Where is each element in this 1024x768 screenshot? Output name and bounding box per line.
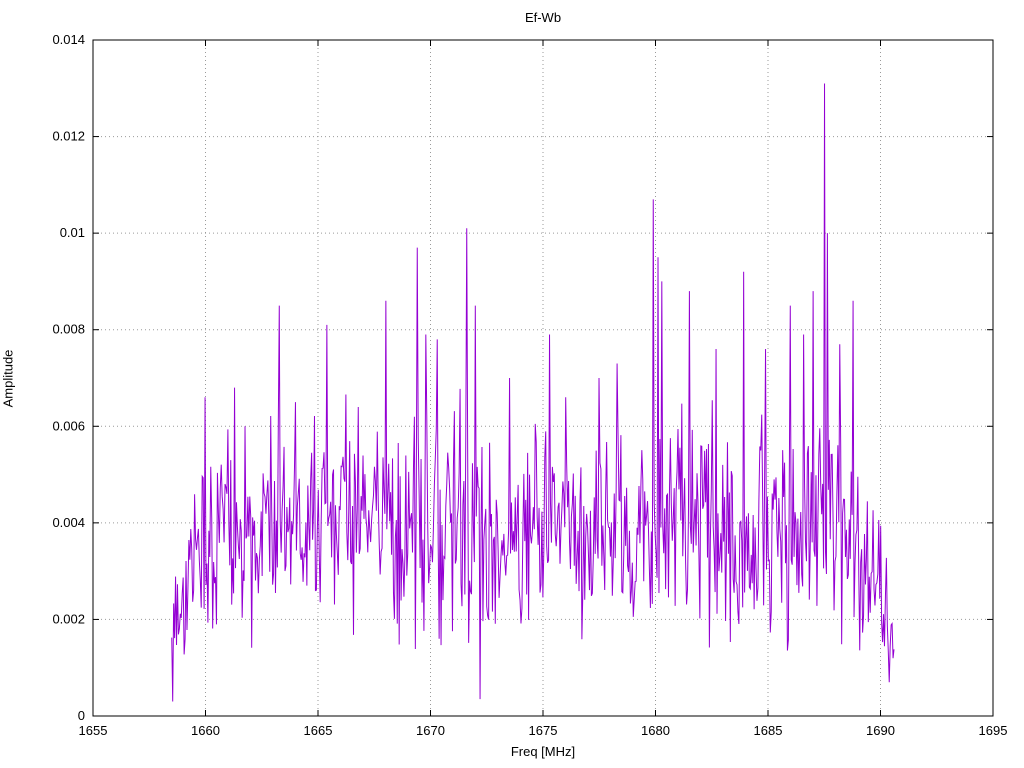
y-tick-label: 0.008 (52, 322, 85, 337)
axis-ticks (92, 39, 994, 717)
x-tick-label: 1655 (79, 723, 108, 738)
x-tick-label: 1665 (304, 723, 333, 738)
x-tick-label: 1660 (191, 723, 220, 738)
data-series-path (171, 83, 895, 702)
y-tick-label: 0.006 (52, 418, 85, 433)
y-tick-label: 0 (78, 708, 85, 723)
plot-border (92, 39, 994, 717)
y-tick-label: 0.014 (52, 32, 85, 47)
x-tick-label: 1690 (866, 723, 895, 738)
axis-tick-labels: 1655 1660 1665 1670 1675 1680 1685 1690 1695 0 0.0… (52, 32, 1007, 738)
x-tick-label: 1685 (754, 723, 783, 738)
x-tick-label: 1675 (529, 723, 558, 738)
x-tick-label: 1680 (641, 723, 670, 738)
x-axis-label: Freq [MHz] (510, 744, 576, 759)
plot-border-rect (92, 39, 994, 717)
chart-title: Ef-Wb (524, 10, 562, 25)
x-tick-label: 1670 (416, 723, 445, 738)
data-series (171, 83, 895, 702)
y-tick-label: 0.012 (52, 129, 85, 144)
grid-lines (93, 40, 993, 716)
y-tick-label: 0.004 (52, 515, 85, 530)
x-tick-label: 1695 (979, 723, 1008, 738)
y-tick-label: 0.01 (60, 225, 85, 240)
y-tick-label: 0.002 (52, 611, 85, 626)
